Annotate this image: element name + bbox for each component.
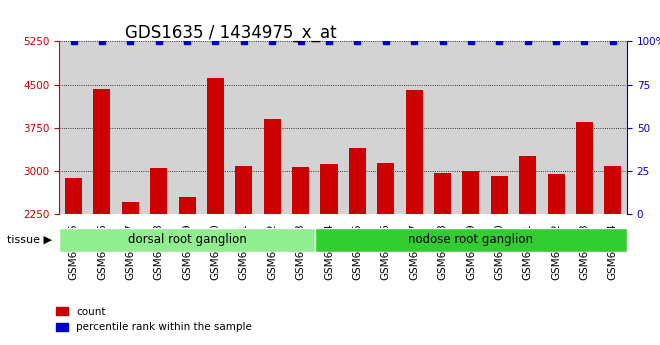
Bar xyxy=(434,173,451,214)
Bar xyxy=(179,197,195,214)
Bar xyxy=(548,174,564,214)
Bar xyxy=(65,178,82,214)
Bar xyxy=(122,202,139,214)
Bar xyxy=(321,164,337,214)
Text: GDS1635 / 1434975_x_at: GDS1635 / 1434975_x_at xyxy=(125,24,337,42)
Bar xyxy=(463,171,479,214)
Bar xyxy=(150,168,167,214)
Bar xyxy=(349,148,366,214)
FancyBboxPatch shape xyxy=(59,228,315,252)
Bar xyxy=(292,167,309,214)
Legend: count, percentile rank within the sample: count, percentile rank within the sample xyxy=(51,303,257,336)
Bar xyxy=(264,119,280,214)
Text: dorsal root ganglion: dorsal root ganglion xyxy=(128,233,246,246)
Bar xyxy=(491,176,508,214)
Bar xyxy=(406,90,422,214)
Text: tissue ▶: tissue ▶ xyxy=(7,235,51,245)
Bar xyxy=(576,122,593,214)
Bar xyxy=(207,78,224,214)
Bar xyxy=(94,89,110,214)
Text: nodose root ganglion: nodose root ganglion xyxy=(409,233,533,246)
Bar xyxy=(605,166,621,214)
Bar xyxy=(236,166,252,214)
FancyBboxPatch shape xyxy=(315,228,627,252)
Bar xyxy=(378,163,394,214)
Bar xyxy=(519,156,536,214)
